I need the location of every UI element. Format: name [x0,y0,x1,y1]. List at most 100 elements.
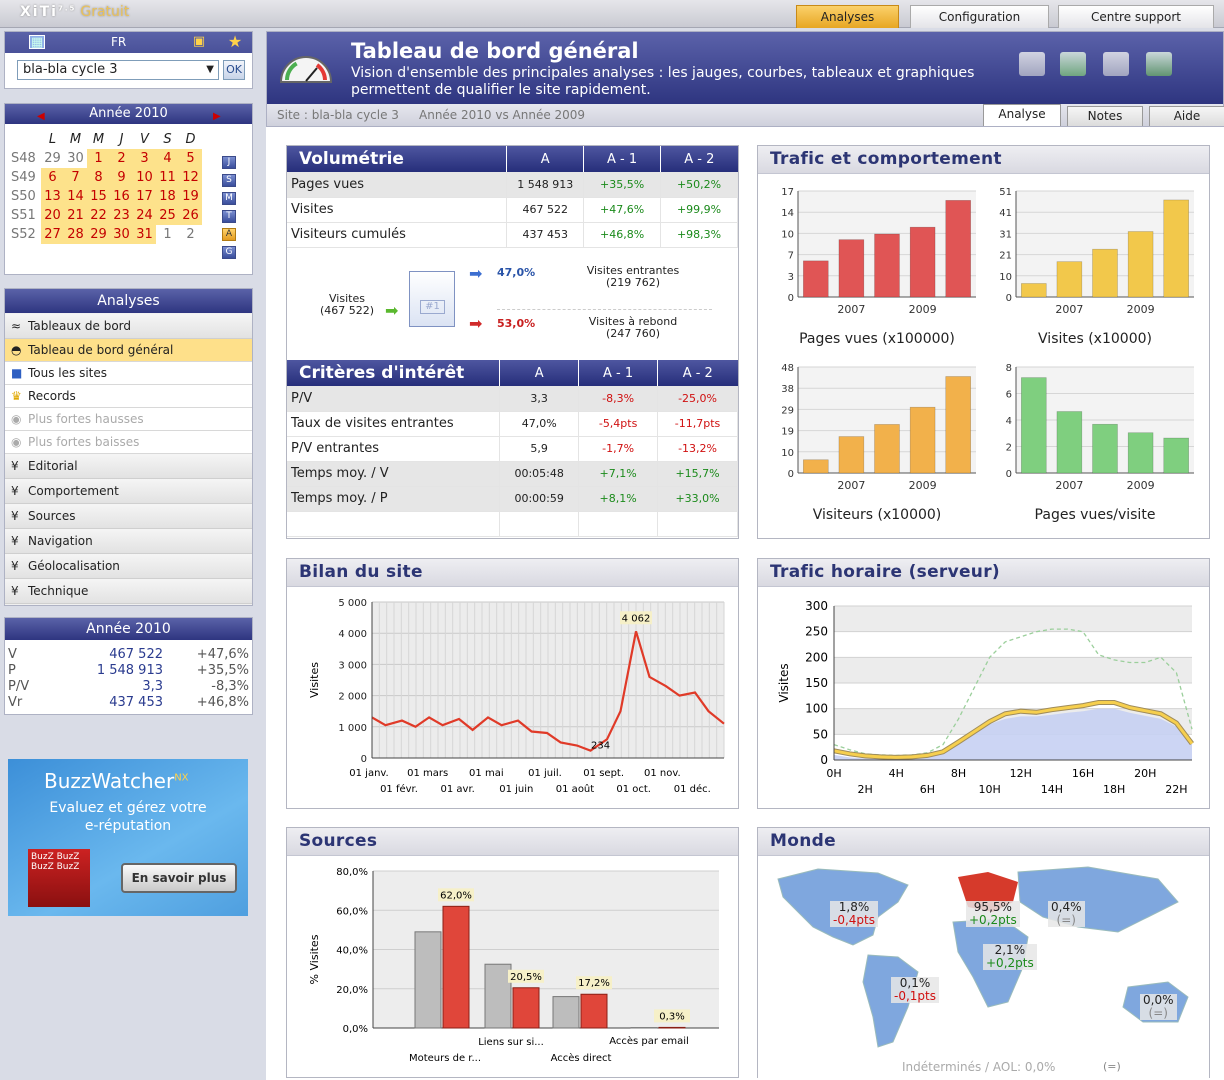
menu-group-sources[interactable]: ¥ Sources [5,504,252,529]
prev-year-arrow-icon[interactable]: ◀ [37,111,45,122]
bar [1092,423,1118,474]
chevron-down-icon: ¥ [11,509,19,523]
star-icon[interactable]: ★ [227,32,243,51]
calendar-day[interactable]: 28 [64,225,87,244]
email-report-icon[interactable] [1103,52,1129,76]
calendar-day[interactable]: 6 [41,168,64,187]
calendar-day[interactable]: 16 [110,187,133,206]
calendar-day[interactable]: 29 [87,225,110,244]
tab-aide[interactable]: Aide [1149,106,1224,126]
menu-item-plus-fortes-hausses[interactable]: ◉ Plus fortes hausses [5,408,252,431]
buzzwatcher-ad[interactable]: BuzzWatcherNX Evaluez et gérez votre e-ré… [8,759,248,916]
calendar-day[interactable]: 26 [179,206,202,225]
menu-item-records[interactable]: ♛ Records [5,385,252,408]
calendar-day[interactable]: 21 [64,206,87,225]
week-number[interactable]: S51 [11,208,36,223]
menu-group-tableaux-de-bord[interactable]: ≈ Tableaux de bord [5,314,252,339]
calendar-day[interactable]: 4 [156,149,179,168]
calendar-day[interactable]: 2 [110,149,133,168]
calendar-day[interactable]: 29 [44,151,61,166]
x-tick-label: Accès direct [551,1052,612,1064]
table-row[interactable]: Pages vues 1 548 913 +35,5% +50,2% [287,172,738,198]
tab-analyses[interactable]: Analyses [796,5,899,28]
tab-notes[interactable]: Notes [1067,106,1143,126]
day-header: V [140,132,149,147]
calendar-day[interactable]: 10 [133,168,156,187]
table-row[interactable]: Visites 467 522 +47,6% +99,9% [287,197,738,223]
chart-title: Visites (x10000) [1038,331,1152,347]
period-day-button[interactable]: J [222,156,236,169]
week-number[interactable]: S48 [11,151,36,166]
table-row[interactable]: P/V 3,3 -8,3% -25,0% [287,386,738,412]
menu-item-tableau-de-bord-general[interactable]: ◓ Tableau de bord général [5,339,252,362]
calendar-day[interactable]: 19 [179,187,202,206]
calendar-day[interactable]: 25 [156,206,179,225]
calendar-day[interactable]: 1 [163,227,172,242]
bar [512,987,540,1029]
calendar-day[interactable]: 8 [87,168,110,187]
calendar-day[interactable]: 1 [87,149,110,168]
calendar-day[interactable]: 24 [133,206,156,225]
arrow-up-icon: ◉ [11,412,22,426]
y-tick-label: 20,0% [336,985,368,996]
calendar-day[interactable]: 7 [64,168,87,187]
period-custom-button[interactable]: G [222,246,236,259]
menu-group-geolocalisation[interactable]: ¥ Géolocalisation [5,554,252,579]
calendar-day[interactable]: 2 [186,227,195,242]
calendar-day[interactable]: 27 [41,225,64,244]
site-list-icon[interactable]: ▦ [29,35,45,50]
visits-flow-label: Visites (467 522) [319,292,375,317]
menu-item-tous-les-sites[interactable]: ■ Tous les sites [5,362,252,385]
calendar-day[interactable]: 23 [110,206,133,225]
table-row[interactable]: Temps moy. / V 00:05:48 +7,1% +15,7% [287,461,738,487]
mini-bar-charts: 17 14 10 7 3 0 2007 2009 Pages vues (x100000) 51 4… [781,187,1194,523]
ok-button[interactable]: OK [223,60,245,80]
calendar-day[interactable]: 13 [41,187,64,206]
period-week-button[interactable]: S [222,174,236,187]
site-select[interactable]: bla-bla cycle 3 ▼ [17,60,219,80]
period-month-button[interactable]: M [222,192,236,205]
table-row[interactable]: Temps moy. / P 00:00:59 +8,1% +33,0% [287,486,738,512]
export-excel-icon[interactable] [1060,52,1086,76]
calendar-day[interactable]: 30 [67,151,84,166]
calendar-day[interactable]: 31 [133,225,156,244]
week-number[interactable]: S49 [11,170,36,185]
tab-centre-support[interactable]: Centre support [1058,5,1214,28]
menu-group-comportement[interactable]: ¥ Comportement [5,479,252,504]
print-icon[interactable] [1146,52,1172,76]
menu-group-navigation[interactable]: ¥ Navigation [5,529,252,554]
data-label-bg [438,888,474,902]
menu-item-plus-fortes-baisses[interactable]: ◉ Plus fortes baisses [5,431,252,454]
week-number[interactable]: S52 [11,227,36,242]
calendar-day[interactable]: 11 [156,168,179,187]
next-year-arrow-icon[interactable]: ▶ [213,111,221,122]
calendar-day[interactable]: 3 [133,149,156,168]
table-row[interactable]: Taux de visites entrantes 47,0% -5,4pts -11… [287,411,738,437]
tab-configuration[interactable]: Configuration [910,5,1049,28]
add-favorite-icon[interactable]: ▣ [192,34,206,49]
calendar-day[interactable]: 20 [41,206,64,225]
menu-group-technique[interactable]: ¥ Technique [5,579,252,604]
gauge-icon: ◓ [11,343,22,357]
calendar-day[interactable]: 30 [110,225,133,244]
calendar-day[interactable]: 9 [110,168,133,187]
calendar-day[interactable]: 14 [64,187,87,206]
table-row[interactable]: P/V entrantes 5,9 -1,7% -13,2% [287,436,738,462]
menu-group-editorial[interactable]: ¥ Editorial [5,454,252,479]
tab-analyse[interactable]: Analyse [983,104,1061,126]
en-savoir-plus-button[interactable]: En savoir plus [121,863,237,893]
calendar-day[interactable]: 22 [87,206,110,225]
language-label[interactable]: FR [111,35,127,49]
calendar-day[interactable]: 15 [87,187,110,206]
calendar-day[interactable]: 17 [133,187,156,206]
summary-row: Vr 437 453 +46,8% [8,694,249,710]
export-pdf-icon[interactable] [1019,52,1045,76]
period-year-button[interactable]: A [222,228,236,241]
bar [1021,377,1047,474]
calendar-day[interactable]: 5 [179,149,202,168]
week-number[interactable]: S50 [11,189,36,204]
calendar-day[interactable]: 12 [179,168,202,187]
period-quarter-button[interactable]: T [222,210,236,223]
table-row[interactable]: Visiteurs cumulés 437 453 +46,8% +98,3% [287,222,738,248]
calendar-day[interactable]: 18 [156,187,179,206]
